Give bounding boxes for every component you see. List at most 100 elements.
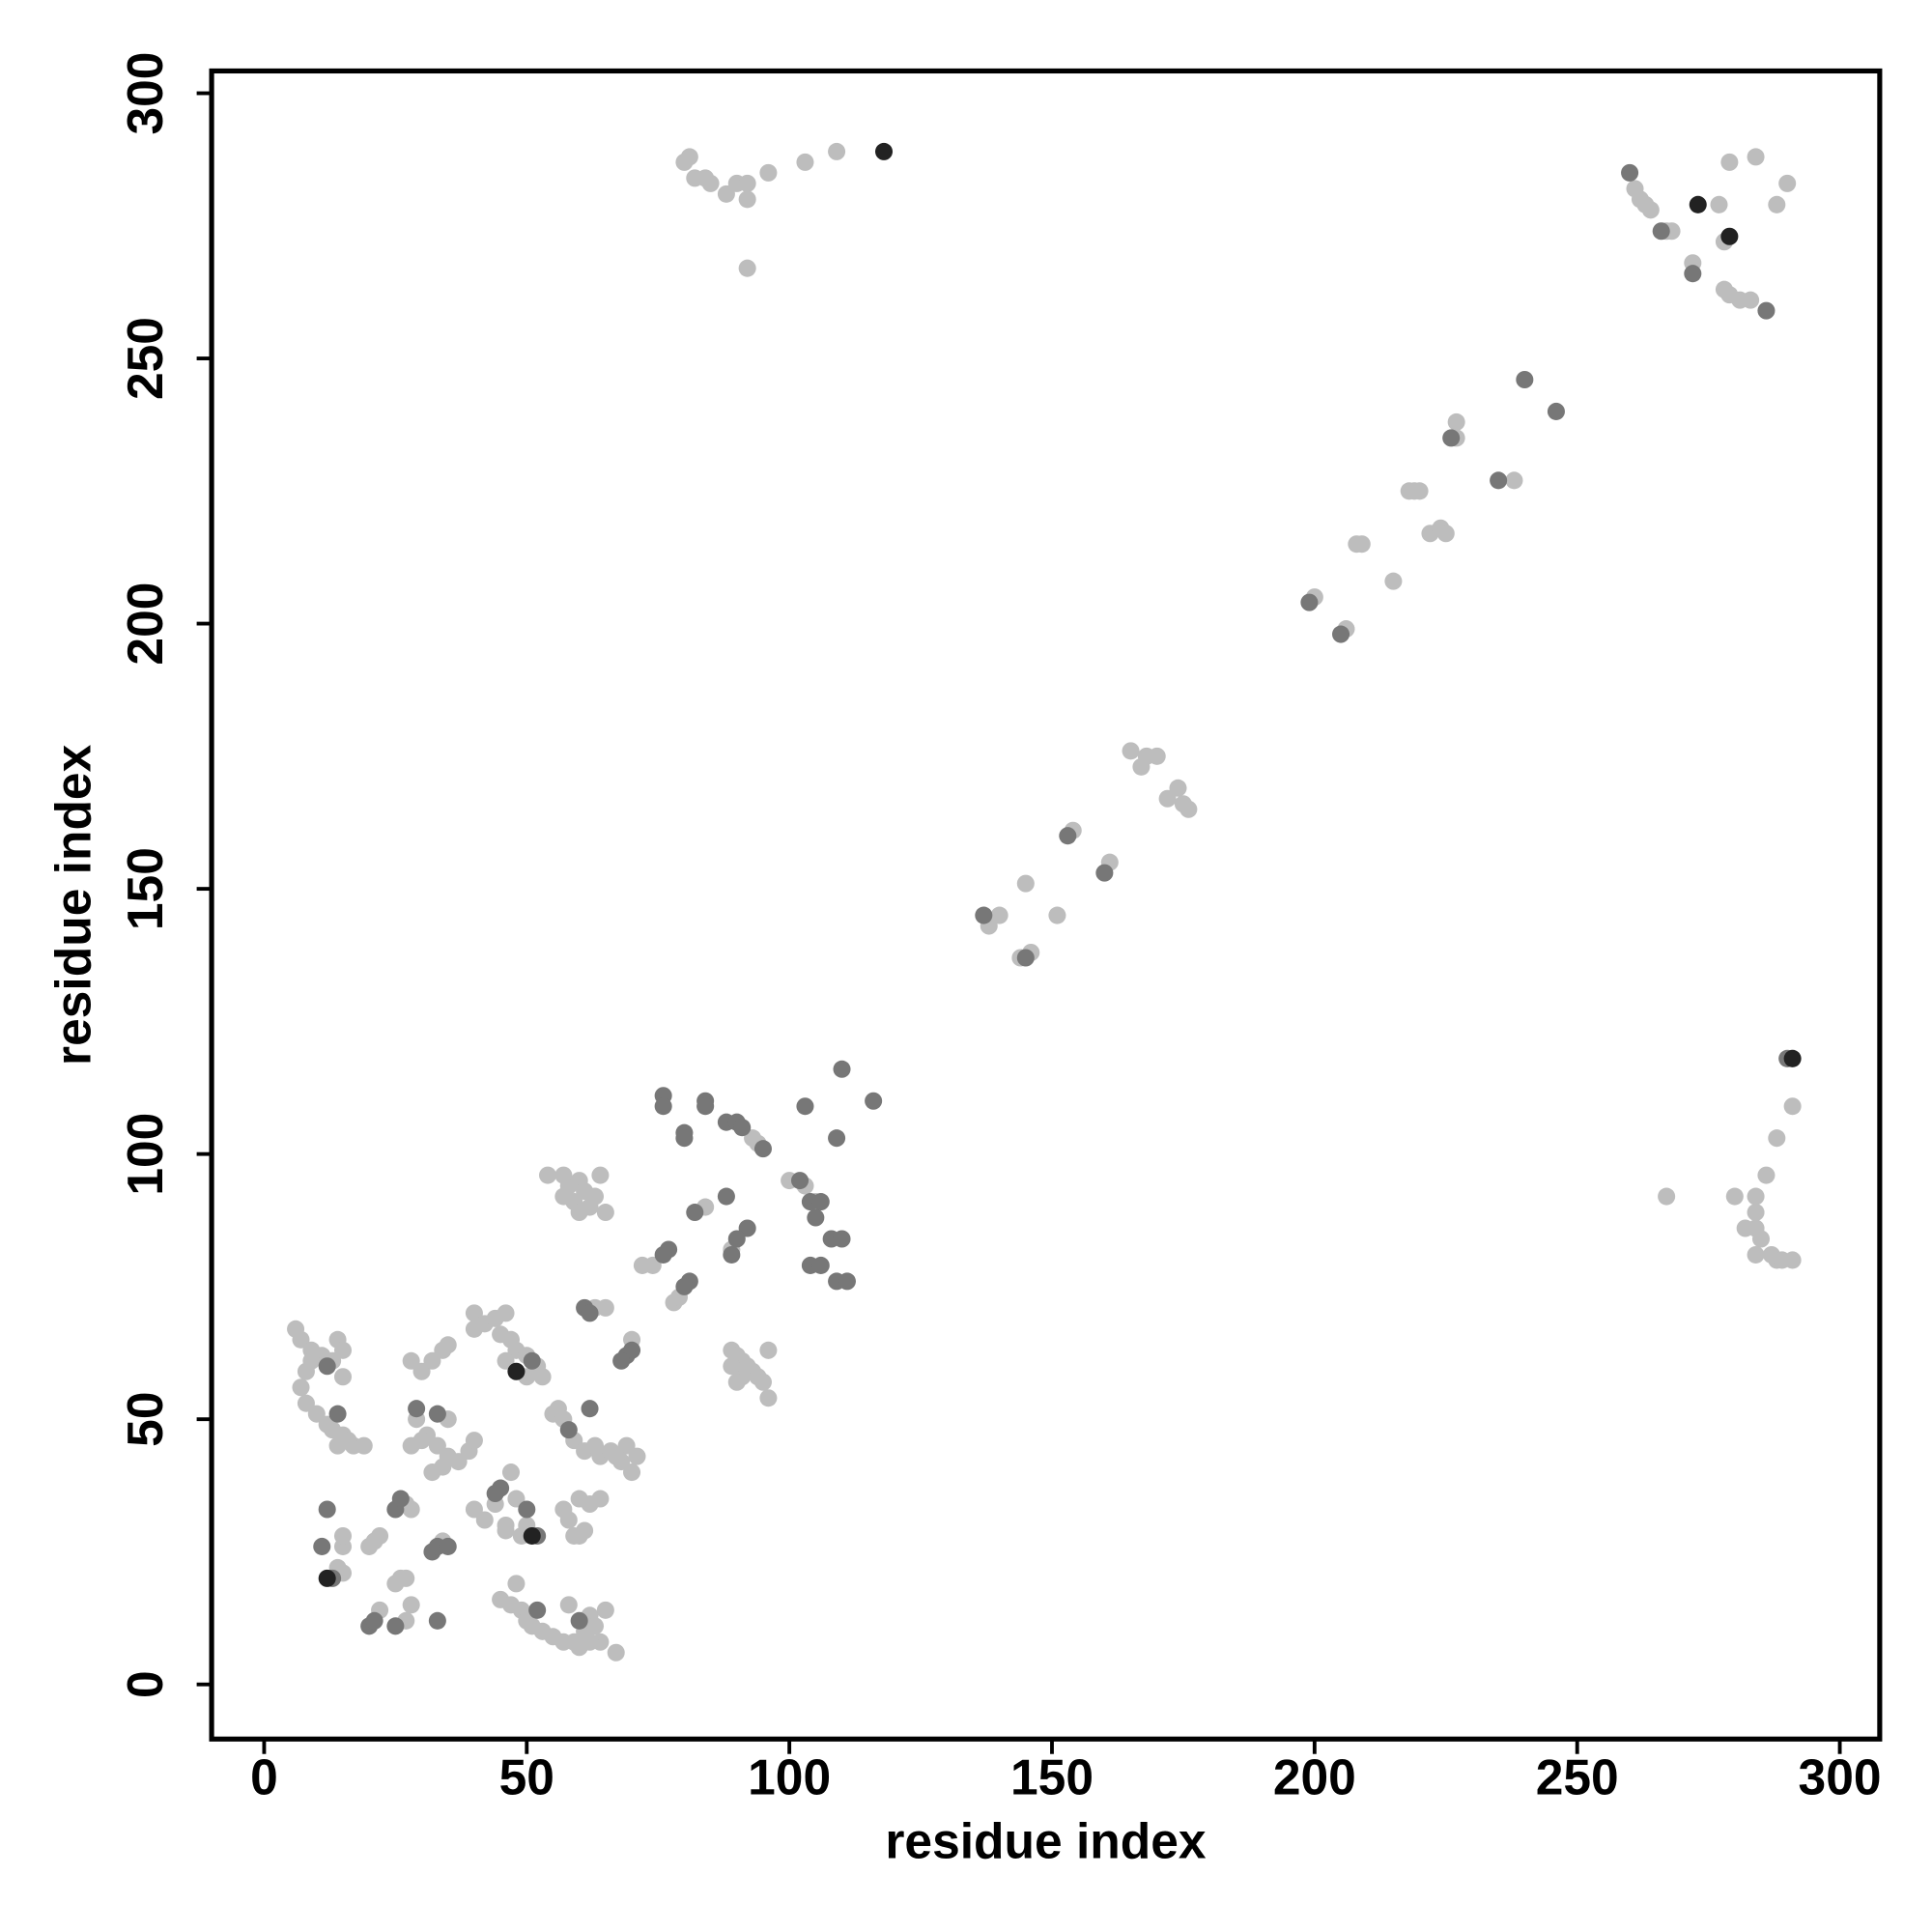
point (738, 259, 756, 277)
point (874, 142, 894, 160)
point (528, 1601, 547, 1619)
point (523, 1526, 541, 1545)
point (1442, 429, 1461, 447)
x-tick-label: 200 (1273, 1749, 1356, 1805)
point (675, 1277, 694, 1295)
x-tick-label: 100 (748, 1749, 831, 1805)
point (302, 1351, 321, 1370)
point (365, 1611, 384, 1630)
point (811, 1256, 830, 1274)
point (1684, 265, 1702, 283)
point (465, 1320, 483, 1338)
point (397, 1569, 415, 1587)
point (1747, 1245, 1765, 1264)
point (507, 1362, 526, 1380)
point (412, 1362, 431, 1380)
point (654, 1245, 672, 1264)
point (1332, 625, 1350, 643)
point (402, 1596, 420, 1614)
point (328, 1405, 347, 1423)
point (701, 174, 720, 192)
point (1547, 402, 1565, 420)
point (1016, 874, 1035, 893)
point (1720, 153, 1739, 171)
point (1621, 163, 1639, 182)
y-tick-label: 150 (117, 847, 173, 930)
point (328, 1436, 347, 1455)
point (518, 1500, 536, 1519)
plot-frame (209, 68, 1883, 1742)
point (1490, 471, 1508, 490)
point (1658, 1187, 1676, 1206)
point (570, 1526, 588, 1545)
point (465, 1304, 483, 1322)
point (1352, 535, 1371, 554)
point (391, 1490, 410, 1508)
point (501, 1463, 521, 1482)
point (297, 1394, 315, 1412)
point (612, 1351, 631, 1370)
point (738, 174, 756, 192)
point (1715, 280, 1733, 298)
point (333, 1341, 353, 1359)
point (1768, 195, 1786, 213)
point (1757, 1166, 1776, 1184)
point (465, 1432, 483, 1450)
point (643, 1256, 662, 1274)
point (1783, 1049, 1802, 1067)
point (596, 1204, 614, 1222)
x-tick-label: 250 (1536, 1749, 1619, 1805)
point (727, 1373, 746, 1391)
y-tick-label: 100 (117, 1113, 173, 1196)
point (607, 1447, 625, 1465)
point (1059, 827, 1077, 845)
point (791, 1172, 810, 1190)
point (759, 1341, 778, 1359)
point (292, 1378, 310, 1397)
point (318, 1500, 336, 1519)
y-tick-label: 50 (117, 1392, 173, 1447)
point (313, 1537, 331, 1555)
y-tick-label: 0 (117, 1670, 173, 1698)
point (449, 1453, 468, 1471)
point (1725, 1187, 1744, 1206)
point (975, 906, 993, 924)
point (428, 1611, 446, 1630)
point (402, 1351, 420, 1370)
point (1016, 949, 1035, 967)
point (307, 1405, 326, 1423)
point (581, 1400, 599, 1418)
point (1768, 1129, 1786, 1148)
point (486, 1485, 504, 1503)
point (759, 1389, 778, 1407)
point (1122, 742, 1140, 760)
point (523, 1351, 541, 1370)
point (1783, 1097, 1802, 1116)
point (759, 163, 778, 182)
point (507, 1575, 526, 1593)
point (1410, 482, 1429, 500)
point (333, 1368, 353, 1386)
y-tick-label: 250 (117, 317, 173, 400)
point (371, 1526, 389, 1545)
point (753, 1140, 772, 1158)
point (591, 1490, 610, 1508)
point (686, 1204, 704, 1222)
point (723, 1357, 741, 1376)
point (423, 1463, 441, 1482)
point (318, 1569, 336, 1587)
point (833, 1060, 851, 1078)
y-tick-label: 300 (117, 52, 173, 135)
point (1158, 789, 1177, 808)
point (428, 1405, 446, 1423)
point (1751, 1230, 1771, 1248)
point (796, 153, 814, 171)
point (838, 1272, 856, 1291)
point (386, 1617, 405, 1635)
point (439, 1537, 457, 1555)
point (581, 1304, 599, 1322)
point (585, 1617, 604, 1635)
point (738, 1219, 756, 1237)
